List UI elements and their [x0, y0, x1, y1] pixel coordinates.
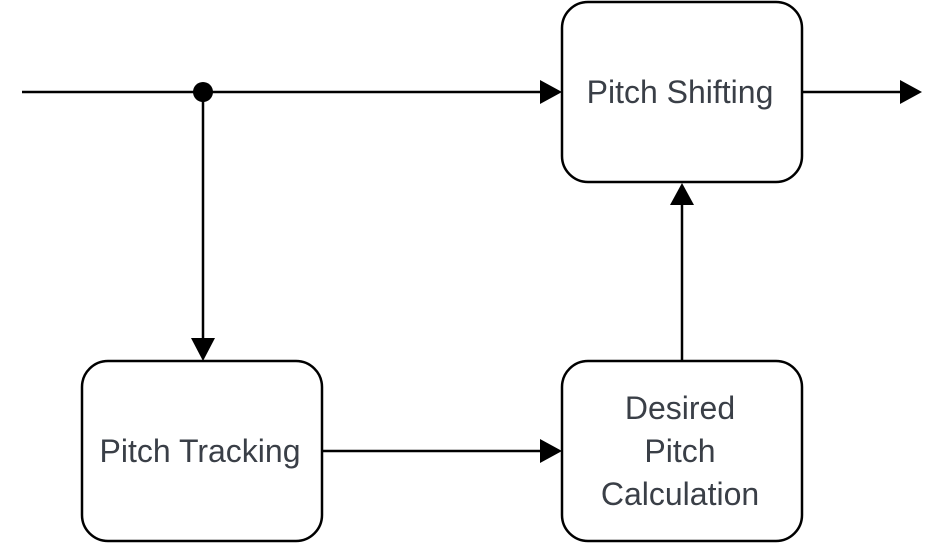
desired-pitch-label-line-1: Desired — [625, 390, 735, 426]
desired-pitch-box — [560, 359, 804, 543]
desired-pitch-node: Desired Pitch Calculation — [560, 359, 804, 543]
desired-pitch-label-line-3: Calculation — [601, 476, 759, 512]
pitch-tracking-node: Pitch Tracking — [80, 359, 324, 543]
pitch-shifting-label: Pitch Shifting — [587, 74, 774, 110]
pitch-shifting-box — [560, 0, 804, 184]
pitch-shifting-node: Pitch Shifting — [560, 0, 804, 184]
desired-pitch-label-line-2: Pitch — [644, 433, 715, 469]
pitch-tracking-label: Pitch Tracking — [100, 433, 301, 469]
output-arrow — [900, 80, 922, 104]
arrow-into-desired-pitch — [540, 439, 562, 463]
arrow-into-pitch-tracking — [191, 338, 215, 361]
pitch-tracking-box — [80, 359, 324, 543]
arrow-into-pitch-shifting — [540, 80, 562, 104]
arrow-into-pitch-shifting-bottom — [670, 183, 694, 205]
